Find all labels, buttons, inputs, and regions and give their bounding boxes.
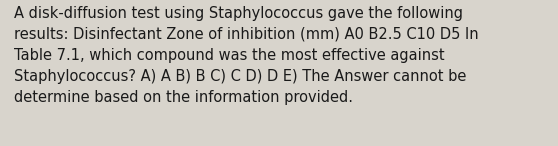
Text: A disk-diffusion test using Staphylococcus gave the following
results: Disinfect: A disk-diffusion test using Staphylococc… xyxy=(14,6,479,105)
